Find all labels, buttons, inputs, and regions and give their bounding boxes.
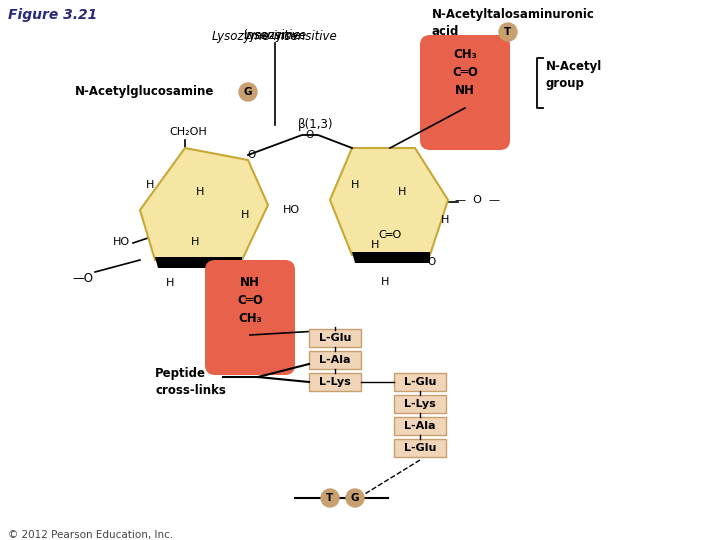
FancyBboxPatch shape	[394, 395, 446, 413]
Text: L-Lys: L-Lys	[319, 377, 351, 387]
FancyBboxPatch shape	[420, 35, 510, 150]
FancyBboxPatch shape	[309, 373, 361, 391]
Text: NH: NH	[240, 275, 260, 288]
Text: N-Acetylglucosamine: N-Acetylglucosamine	[75, 85, 215, 98]
Text: © 2012 Pearson Education, Inc.: © 2012 Pearson Education, Inc.	[8, 530, 174, 540]
Text: O: O	[248, 150, 256, 160]
Text: H: H	[146, 180, 154, 190]
Text: —O: —O	[72, 272, 93, 285]
Text: O: O	[306, 130, 314, 140]
Ellipse shape	[321, 489, 339, 507]
Polygon shape	[155, 257, 242, 268]
FancyBboxPatch shape	[394, 373, 446, 391]
Text: L-Glu: L-Glu	[404, 443, 436, 453]
Text: H: H	[371, 240, 379, 250]
FancyBboxPatch shape	[309, 329, 361, 347]
FancyBboxPatch shape	[309, 351, 361, 369]
Text: NH: NH	[455, 84, 475, 97]
Text: Lysozyme-: Lysozyme-	[244, 29, 306, 42]
Text: H: H	[240, 210, 249, 220]
Text: L-Glu: L-Glu	[319, 333, 351, 343]
Text: L-Glu: L-Glu	[404, 377, 436, 387]
Text: C═O: C═O	[379, 230, 402, 240]
Text: H: H	[381, 277, 390, 287]
Polygon shape	[330, 148, 448, 255]
Text: H: H	[191, 237, 199, 247]
Text: CH₃: CH₃	[453, 49, 477, 62]
Text: Figure 3.21: Figure 3.21	[8, 8, 97, 22]
Text: H: H	[196, 187, 204, 197]
FancyBboxPatch shape	[205, 260, 295, 375]
Text: H: H	[351, 180, 359, 190]
Text: Lysozyme-insensitive: Lysozyme-insensitive	[212, 30, 338, 43]
Text: CH₃: CH₃	[238, 312, 262, 325]
Text: Peptide
cross-links: Peptide cross-links	[155, 367, 226, 397]
Text: H: H	[398, 187, 406, 197]
Text: C═O: C═O	[237, 294, 263, 307]
Text: T: T	[505, 27, 512, 37]
Text: N-Acetyl
group: N-Acetyl group	[546, 60, 602, 90]
Text: HO: HO	[113, 237, 130, 247]
Text: G: G	[351, 493, 359, 503]
Polygon shape	[140, 148, 268, 260]
Text: H: H	[441, 215, 449, 225]
Text: T: T	[326, 493, 333, 503]
Text: insensitive: insensitive	[243, 14, 307, 42]
Text: CH₂OH: CH₂OH	[169, 127, 207, 137]
Text: N-Acetyltalosaminuronic
acid: N-Acetyltalosaminuronic acid	[432, 8, 595, 38]
Ellipse shape	[499, 23, 517, 41]
Text: L-Lys: L-Lys	[404, 399, 436, 409]
Text: H: H	[166, 278, 174, 288]
FancyBboxPatch shape	[394, 439, 446, 457]
Text: β(1,3): β(1,3)	[298, 118, 333, 131]
Text: HO: HO	[283, 205, 300, 215]
Text: O: O	[428, 257, 436, 267]
Text: L-Ala: L-Ala	[404, 421, 436, 431]
Text: —  O  —: — O —	[455, 195, 500, 205]
Text: L-Ala: L-Ala	[319, 355, 351, 365]
Text: G: G	[244, 87, 252, 97]
Ellipse shape	[239, 83, 257, 101]
Text: C═O: C═O	[452, 65, 478, 78]
Ellipse shape	[346, 489, 364, 507]
FancyBboxPatch shape	[394, 417, 446, 435]
Polygon shape	[352, 252, 430, 263]
